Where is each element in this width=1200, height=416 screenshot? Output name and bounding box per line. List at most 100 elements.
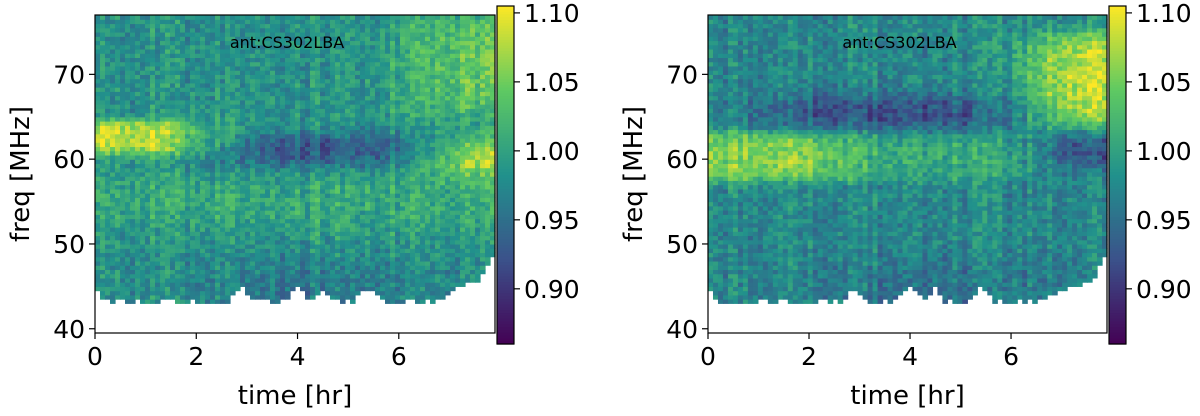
heatmap-cell bbox=[245, 104, 251, 109]
heatmap-cell bbox=[370, 243, 376, 249]
heatmap-cell bbox=[110, 197, 116, 203]
heatmap-cell bbox=[135, 116, 141, 122]
heatmap-cell bbox=[220, 65, 226, 71]
heatmap-cell bbox=[390, 243, 396, 249]
heatmap-cell bbox=[310, 108, 316, 114]
heatmap-cell bbox=[250, 53, 256, 58]
heatmap-cell bbox=[315, 15, 321, 20]
heatmap-cell bbox=[265, 193, 271, 198]
heatmap-cell bbox=[130, 48, 136, 54]
heatmap-cell bbox=[115, 15, 121, 20]
heatmap-cell bbox=[330, 142, 336, 148]
heatmap-cell bbox=[355, 53, 361, 58]
heatmap-cell bbox=[225, 91, 231, 97]
heatmap-cell bbox=[295, 61, 301, 67]
heatmap-cell bbox=[100, 260, 106, 266]
heatmap-cell bbox=[310, 273, 316, 279]
heatmap-cell bbox=[135, 104, 141, 109]
heatmap-cell bbox=[175, 227, 181, 232]
heatmap-cell bbox=[440, 19, 446, 25]
heatmap-cell bbox=[220, 260, 226, 266]
heatmap-cell bbox=[320, 184, 326, 190]
heatmap-cell bbox=[135, 129, 141, 135]
heatmap-cell bbox=[395, 188, 401, 194]
heatmap-cell bbox=[340, 129, 346, 135]
heatmap-cell bbox=[190, 95, 196, 101]
heatmap-cell bbox=[440, 116, 446, 122]
heatmap-cell bbox=[325, 154, 331, 160]
heatmap-cell bbox=[195, 82, 201, 88]
heatmap-cell bbox=[260, 61, 266, 67]
heatmap-cell bbox=[455, 260, 461, 266]
heatmap-cell bbox=[205, 27, 211, 33]
heatmap-cell bbox=[245, 205, 251, 211]
heatmap-cell bbox=[395, 171, 401, 177]
heatmap-cell bbox=[200, 205, 206, 211]
heatmap-cell bbox=[290, 159, 296, 164]
heatmap-cell bbox=[195, 231, 201, 237]
heatmap-cell bbox=[165, 40, 171, 46]
heatmap-cell bbox=[420, 125, 426, 131]
heatmap-cell bbox=[210, 277, 216, 283]
heatmap-cell bbox=[315, 125, 321, 131]
heatmap-cell bbox=[380, 91, 386, 97]
heatmap-cell bbox=[110, 133, 116, 139]
heatmap-cell bbox=[185, 104, 191, 109]
heatmap-cell bbox=[290, 19, 296, 25]
heatmap-cell bbox=[315, 142, 321, 148]
heatmap-cell bbox=[460, 269, 466, 275]
heatmap-cell bbox=[455, 248, 461, 254]
heatmap-cell bbox=[195, 252, 201, 258]
heatmap-cell bbox=[260, 95, 266, 101]
heatmap-cell bbox=[370, 282, 376, 287]
heatmap-cell bbox=[465, 210, 471, 215]
heatmap-cell bbox=[170, 129, 176, 135]
heatmap-cell bbox=[370, 154, 376, 160]
heatmap-cell bbox=[445, 265, 451, 270]
heatmap-cell bbox=[320, 235, 326, 241]
heatmap-cell bbox=[355, 74, 361, 80]
heatmap-cell bbox=[240, 265, 246, 270]
heatmap-cell bbox=[350, 150, 356, 156]
heatmap-cell bbox=[390, 116, 396, 122]
heatmap-cell bbox=[280, 180, 286, 186]
heatmap-cell bbox=[400, 231, 406, 237]
heatmap-cell bbox=[320, 286, 326, 292]
heatmap-cell bbox=[260, 277, 266, 283]
heatmap-cell bbox=[395, 218, 401, 224]
heatmap-cell bbox=[155, 91, 161, 97]
heatmap-cell bbox=[100, 95, 106, 101]
heatmap-cell bbox=[425, 27, 431, 33]
heatmap-cell bbox=[160, 163, 166, 169]
heatmap-cell bbox=[380, 57, 386, 63]
heatmap-cell bbox=[210, 269, 216, 275]
heatmap-cell bbox=[255, 252, 261, 258]
heatmap-cell bbox=[180, 87, 186, 92]
heatmap-cell bbox=[420, 243, 426, 249]
heatmap-cell bbox=[115, 205, 121, 211]
heatmap-cell bbox=[355, 15, 361, 20]
heatmap-cell bbox=[170, 82, 176, 88]
heatmap-cell bbox=[155, 243, 161, 249]
heatmap-cell bbox=[370, 48, 376, 54]
heatmap-cell bbox=[310, 78, 316, 84]
heatmap-cell bbox=[125, 282, 131, 287]
heatmap-cell bbox=[250, 282, 256, 287]
heatmap-cell bbox=[380, 137, 386, 143]
heatmap-cell bbox=[430, 40, 436, 46]
heatmap-cell bbox=[100, 231, 106, 237]
heatmap-cell bbox=[380, 121, 386, 126]
heatmap-cell bbox=[195, 235, 201, 241]
heatmap-cell bbox=[255, 214, 261, 220]
heatmap-cell bbox=[310, 282, 316, 287]
heatmap-cell bbox=[315, 65, 321, 71]
heatmap-cell bbox=[155, 290, 161, 296]
heatmap-cell bbox=[405, 44, 411, 50]
heatmap-cell bbox=[440, 154, 446, 160]
heatmap-cell bbox=[295, 282, 301, 287]
heatmap-cell bbox=[405, 159, 411, 164]
heatmap-cell bbox=[335, 252, 341, 258]
heatmap-cell bbox=[275, 193, 281, 198]
heatmap-cell bbox=[265, 91, 271, 97]
heatmap-cell bbox=[305, 269, 311, 275]
